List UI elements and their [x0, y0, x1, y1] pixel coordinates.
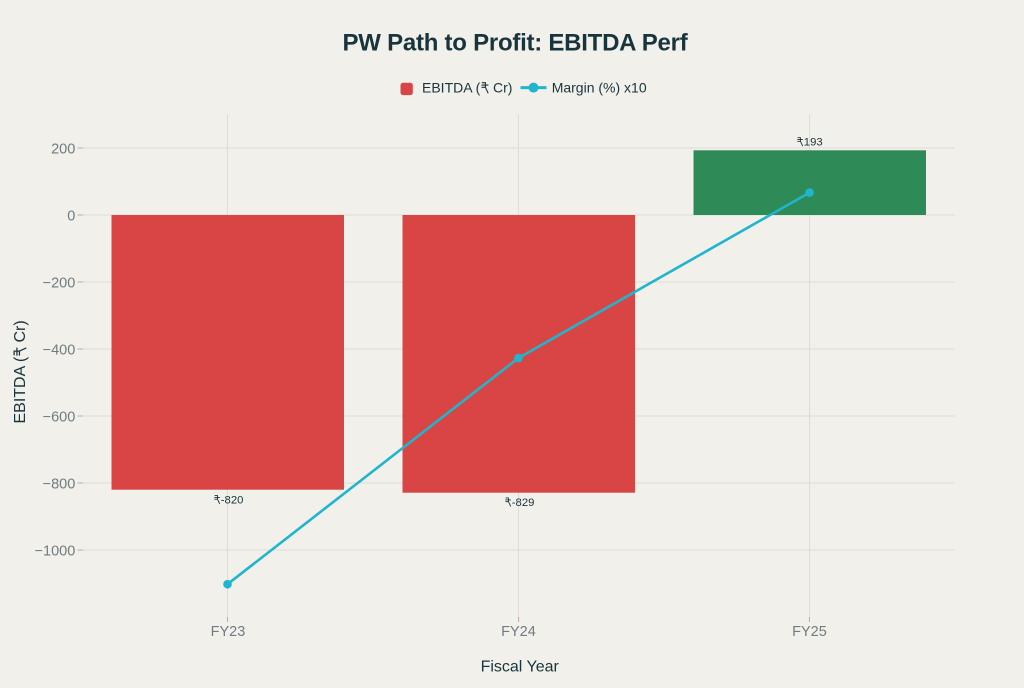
svg-text:FY25: FY25	[792, 624, 827, 640]
svg-text:−200: −200	[43, 275, 76, 291]
svg-text:Cr): Cr)	[12, 320, 29, 342]
svg-text:Cr): Cr)	[493, 80, 512, 96]
svg-text:-820: -820	[221, 494, 244, 506]
svg-text:−600: −600	[43, 409, 76, 425]
svg-text:−1000: −1000	[35, 543, 76, 559]
svg-text:Fiscal Year: Fiscal Year	[481, 659, 560, 676]
svg-text:EBITDA (: EBITDA (	[422, 80, 481, 96]
svg-text:PW Path to Profit: EBITDA Perf: PW Path to Profit: EBITDA Perf	[343, 30, 689, 57]
svg-text:FY23: FY23	[211, 624, 246, 640]
svg-text:0: 0	[67, 208, 75, 224]
svg-text:−800: −800	[43, 476, 76, 492]
svg-text:-829: -829	[512, 497, 535, 509]
svg-text:193: 193	[804, 137, 823, 149]
svg-text:FY24: FY24	[501, 624, 536, 640]
svg-text:200: 200	[51, 141, 75, 157]
svg-text:Margin (%) x10: Margin (%) x10	[552, 80, 647, 96]
svg-text:EBITDA (: EBITDA (	[12, 356, 29, 423]
svg-text:−400: −400	[43, 342, 76, 358]
